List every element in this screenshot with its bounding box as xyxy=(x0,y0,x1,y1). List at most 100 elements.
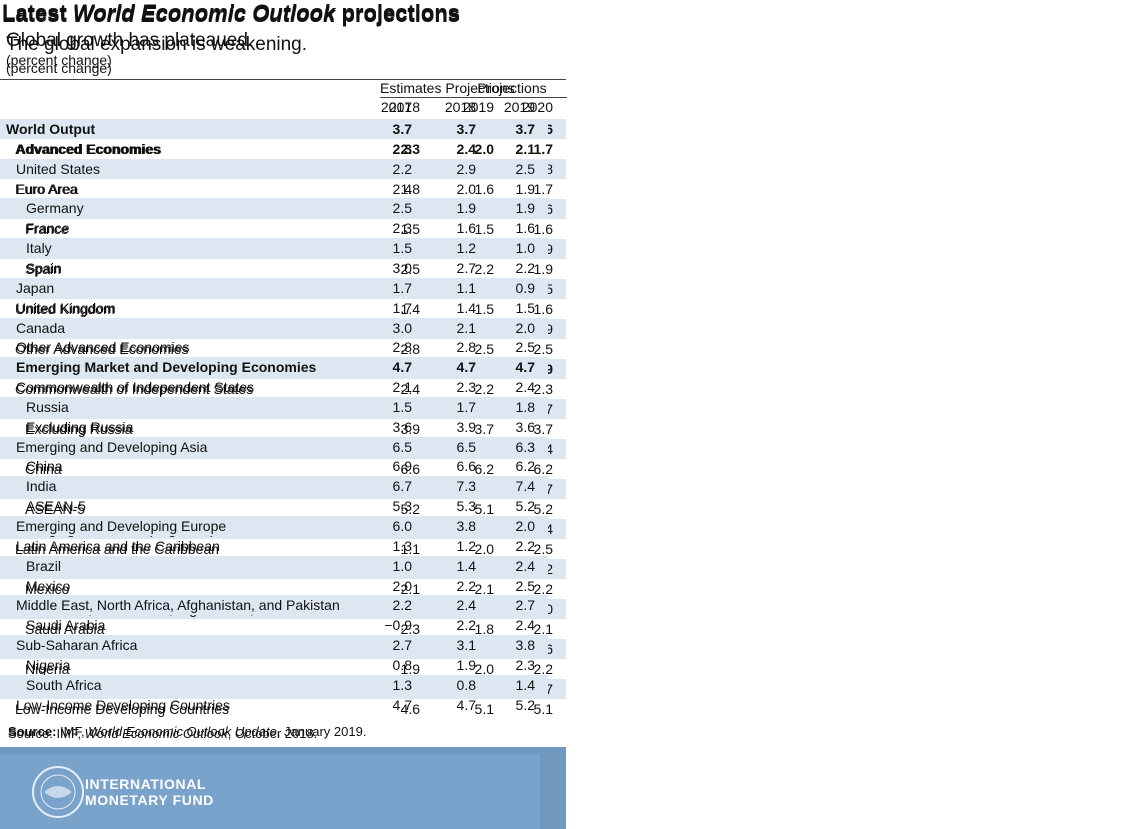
cell-value: 1.5 xyxy=(392,240,412,257)
table-row: World Output 3.7 3.7 3.7 xyxy=(0,119,548,139)
unit: (percent change) xyxy=(6,52,112,68)
table-row: Low-Income Developing Countries 4.6 5.1 5.1 xyxy=(0,699,566,719)
cell-value: 5.2 xyxy=(533,501,553,517)
row-label: World Output xyxy=(6,121,96,137)
title-italic: World Economic Outlook xyxy=(72,0,336,25)
row-label: Mexico xyxy=(26,577,71,594)
row-label: Emerging and Developing Europe xyxy=(16,518,227,534)
table-row: China 6.9 6.6 6.2 xyxy=(0,456,548,476)
cell-value: 2.5 xyxy=(474,341,494,357)
cell-value: 2.2 xyxy=(515,259,535,276)
row-label: India xyxy=(26,478,57,495)
title-text: Latest xyxy=(2,0,67,25)
source: Source: IMF, World Economic Outlook, Oct… xyxy=(8,726,317,741)
cell-value: 1.7 xyxy=(533,141,553,157)
cell-value: 2.2 xyxy=(515,537,535,554)
unit: (percent change) xyxy=(6,60,112,76)
cell-value: 2.2 xyxy=(456,617,476,634)
cell-value: 1.0 xyxy=(392,557,412,574)
cell-value: 2.5 xyxy=(515,160,535,177)
table-row: Mexico 2.0 2.2 2.5 xyxy=(0,576,548,596)
cell-value: −0.9 xyxy=(384,617,412,634)
table-row: United Kingdom 1.7 1.4 1.5 xyxy=(0,298,548,318)
title: Latest World Economic Outlook projection… xyxy=(2,2,460,28)
cell-value: 1.1 xyxy=(400,541,420,557)
cell-value: 3.7 xyxy=(456,121,476,137)
cell-value: 2.1 xyxy=(474,581,494,597)
year-header: 2018 xyxy=(444,99,476,115)
row-label: Latin America and the Caribbean xyxy=(15,541,219,557)
cell-value: 1.6 xyxy=(515,220,535,237)
cell-value: 2.3 xyxy=(456,379,476,396)
cell-value: 4.7 xyxy=(456,359,476,376)
cell-value: 6.6 xyxy=(400,461,420,477)
cell-value: 2.8 xyxy=(392,339,412,356)
cell-value: 4.7 xyxy=(392,696,412,713)
cell-value: 2.7 xyxy=(392,637,412,654)
cell-value: 6.2 xyxy=(515,458,535,475)
row-label: Latin America and the Caribbean xyxy=(16,537,220,554)
cell-value: 1.9 xyxy=(456,656,476,673)
cell-value: 5.3 xyxy=(392,498,412,515)
year-header: 2019 xyxy=(462,99,494,115)
cell-value: 2.3 xyxy=(533,381,553,397)
cell-value: 2.0 xyxy=(515,319,535,336)
cell-value: 6.3 xyxy=(515,438,535,455)
row-label: Advanced Economies xyxy=(16,140,162,157)
cell-value: 2.1 xyxy=(533,621,553,637)
row-label: United States xyxy=(16,160,101,177)
cell-value: 2.2 xyxy=(474,261,494,277)
cell-value: 2.0 xyxy=(392,577,412,594)
cell-value: 6.6 xyxy=(456,458,476,475)
cell-value: 2.3 xyxy=(515,656,535,673)
cell-value: 2.4 xyxy=(515,617,535,634)
cell-value: 3.7 xyxy=(515,121,535,137)
cell-value: 3.8 xyxy=(515,637,535,654)
cell-value: 0.8 xyxy=(392,656,412,673)
cell-value: 2.4 xyxy=(400,381,420,397)
row-label: Advanced Economies xyxy=(15,141,161,157)
cell-value: 1.4 xyxy=(456,299,476,316)
cell-value: 1.1 xyxy=(456,279,476,296)
subtitle: Global growth has plateaued. xyxy=(6,30,254,51)
table-row: Middle East, North Africa, Afghanistan, … xyxy=(0,595,548,616)
cell-value: 2.4 xyxy=(456,597,476,614)
table-row: China 6.6 6.2 6.2 xyxy=(0,459,566,479)
table-row: ASEAN-5 5.3 5.3 5.2 xyxy=(0,496,548,516)
table-row: ASEAN-5 5.2 5.1 5.2 xyxy=(0,499,566,519)
title-text: projections xyxy=(341,2,461,27)
title-italic: World Economic Outlook xyxy=(72,2,336,27)
cell-value: 1.4 xyxy=(456,557,476,574)
cell-value: 1.8 xyxy=(515,398,535,415)
row-label: United Kingdom xyxy=(16,299,116,316)
cell-value: 6.5 xyxy=(392,438,412,455)
source-publisher: IMF, xyxy=(60,724,85,739)
cell-value: 3.6 xyxy=(392,418,412,435)
table-row: France 2.3 1.6 1.6 xyxy=(0,218,548,238)
cell-value: 2.8 xyxy=(400,341,420,357)
row-label: Excluding Russia xyxy=(26,418,134,435)
cell-value: 1.7 xyxy=(392,299,412,316)
cell-value: 1.0 xyxy=(515,240,535,257)
cell-value: 2.5 xyxy=(515,577,535,594)
row-label: Nigeria xyxy=(25,661,70,677)
table-row: Euro Area 2.4 2.0 1.9 xyxy=(0,179,548,199)
row-label: Middle East, North Africa, Afghanistan, … xyxy=(16,597,340,614)
table-row: Latin America and the Caribbean 1.1 2.0 2.5 xyxy=(0,539,566,559)
cell-value: 2.0 xyxy=(474,541,494,557)
cell-value: 1.6 xyxy=(533,221,553,237)
cell-value: 2.0 xyxy=(515,518,535,534)
source-date: , October 2018. xyxy=(227,726,318,741)
cell-value: 1.5 xyxy=(474,301,494,317)
row-label: Spain xyxy=(25,261,61,277)
cell-value: 3.7 xyxy=(474,421,494,437)
cell-value: 2.2 xyxy=(533,581,553,597)
cell-value: 4.6 xyxy=(400,701,420,717)
cell-value: 2.4 xyxy=(515,379,535,396)
table-row: Commonwealth of Independent States 2.1 2.3… xyxy=(0,377,548,397)
year-header: 2017 xyxy=(380,99,412,115)
table-row: Nigeria 1.9 2.0 2.2 xyxy=(0,659,566,679)
cell-value: 2.3 xyxy=(400,621,420,637)
row-label: Spain xyxy=(26,259,62,276)
cell-value: 2.2 xyxy=(392,160,412,177)
